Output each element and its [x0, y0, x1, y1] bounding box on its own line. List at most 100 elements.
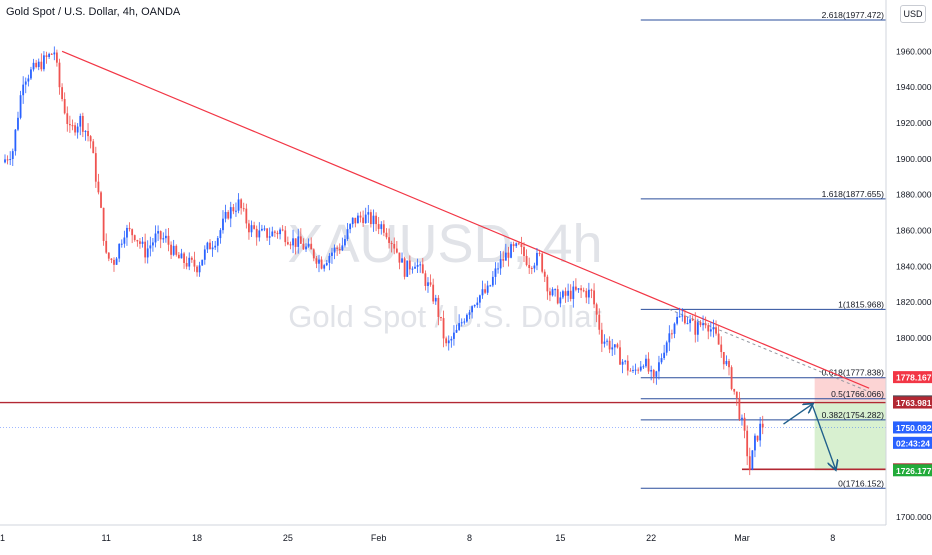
candle-body: [152, 242, 154, 246]
candle-body: [572, 286, 575, 299]
candle-body: [528, 264, 531, 268]
fib-levels: 2.618(1977.472) 1.618(1877.655) 1(1815.968…: [640, 10, 886, 489]
candle-body: [442, 318, 445, 339]
candle-body: [89, 136, 92, 142]
candle-body: [105, 240, 108, 253]
candle-body: [562, 291, 564, 298]
candle-body: [525, 255, 528, 265]
candle-body: [593, 290, 595, 305]
candle-body: [351, 217, 354, 225]
candle-body: [759, 423, 762, 441]
candle-body: [219, 230, 222, 239]
candle-body: [357, 215, 359, 224]
price-label-badge: [893, 464, 932, 477]
candle-body: [458, 323, 461, 330]
candle-body: [209, 242, 211, 250]
candle-body: [730, 367, 733, 389]
candle-body: [271, 231, 274, 237]
candle-body: [499, 259, 502, 269]
candle-body: [211, 247, 214, 250]
candle-body: [595, 304, 598, 315]
candle-body: [237, 199, 240, 211]
candle-body: [190, 257, 193, 260]
candle-body: [575, 286, 577, 290]
candle-body: [530, 267, 533, 269]
candle-body: [756, 435, 759, 441]
candle-body: [312, 249, 315, 259]
candle-body: [227, 211, 230, 219]
time-tick-label: 25: [283, 533, 293, 543]
candle-body: [118, 243, 121, 259]
candle-body: [318, 259, 320, 264]
candle-body: [284, 230, 287, 243]
candle-body: [382, 224, 385, 233]
candle-body: [359, 215, 362, 218]
candle-body: [294, 238, 297, 247]
time-tick-label: Feb: [371, 533, 387, 543]
candle-body: [102, 207, 105, 241]
candle-body: [650, 369, 653, 372]
candle-body: [242, 208, 245, 210]
candle-body: [154, 233, 157, 243]
candle-body: [385, 232, 388, 238]
candle-body: [6, 159, 9, 161]
candle-body: [683, 315, 686, 324]
candle-body: [369, 212, 372, 225]
candle-body: [533, 265, 536, 269]
candle-body: [354, 217, 357, 224]
candle-body: [92, 141, 95, 154]
candle-body: [224, 211, 227, 219]
candle-body: [590, 289, 593, 291]
candle-body: [17, 117, 19, 130]
candle-body: [255, 228, 258, 238]
candle-body: [585, 290, 588, 298]
candle-body: [268, 236, 271, 238]
candle-body: [43, 55, 45, 70]
time-tick-label: 11: [102, 533, 111, 543]
candle-body: [427, 282, 429, 286]
candle-body: [450, 338, 453, 341]
candle-body: [401, 258, 403, 263]
candle-body: [647, 358, 650, 372]
time-tick-label: Mar: [734, 533, 750, 543]
symbol-title: Gold Spot / U.S. Dollar, 4h, OANDA: [6, 6, 181, 18]
candle-body: [751, 450, 754, 470]
candle-body: [725, 361, 728, 365]
candle-body: [681, 315, 684, 317]
candle-body: [486, 285, 489, 293]
candle-body: [463, 321, 466, 323]
candle-body: [120, 243, 123, 245]
candle-body: [414, 266, 416, 269]
candle-body: [286, 242, 289, 245]
candle-body: [40, 61, 43, 70]
candle-body: [320, 259, 323, 269]
candle-body: [123, 237, 126, 244]
watermark-symbol: XAUUSD, 4h: [287, 214, 602, 274]
descending-trendline: [61, 50, 870, 389]
candle-body: [240, 199, 243, 209]
candle-body: [746, 430, 749, 457]
currency-button[interactable]: USD: [900, 5, 926, 23]
candle-body: [437, 297, 440, 317]
candle-body: [619, 347, 621, 365]
candle-body: [481, 289, 484, 296]
candle-body: [81, 115, 84, 132]
candle-body: [699, 322, 702, 326]
price-tick-label: 1860.000: [896, 225, 932, 235]
dashed-channel-line: [669, 308, 870, 393]
candle-body: [515, 243, 518, 247]
candle-body: [297, 236, 300, 247]
candle-body: [709, 329, 712, 332]
candle-body: [258, 230, 261, 238]
candle-body: [229, 207, 232, 219]
candle-body: [408, 260, 411, 270]
price-label-badge: [893, 436, 932, 449]
candle-body: [344, 239, 346, 246]
fib-level-label: 0(1716.152): [838, 478, 884, 488]
candle-body: [538, 252, 541, 254]
candle-body: [310, 243, 313, 250]
candle-body: [266, 228, 268, 238]
candle-body: [445, 338, 448, 344]
